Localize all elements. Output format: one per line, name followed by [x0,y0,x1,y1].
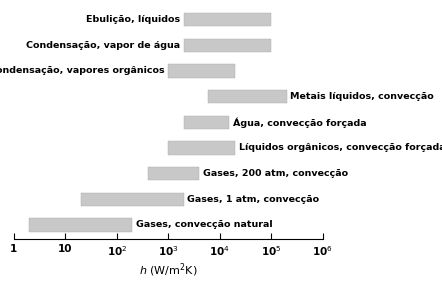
Bar [184,13,271,26]
Bar [30,218,132,232]
Bar [168,64,235,78]
Bar [184,39,271,52]
Text: Condensação, vapor de água: Condensação, vapor de água [26,41,180,50]
Text: Gases, convecção natural: Gases, convecção natural [136,220,273,229]
Text: Metais líquidos, convecção: Metais líquidos, convecção [290,92,434,101]
Text: Condensação, vapores orgânicos: Condensação, vapores orgânicos [0,66,165,76]
Text: Líquidos orgânicos, convecção forçada: Líquidos orgânicos, convecção forçada [239,143,442,152]
Bar [81,193,184,206]
Text: Gases, 1 atm, convecção: Gases, 1 atm, convecção [187,195,320,204]
Bar [168,141,235,154]
Text: Ebulição, líquidos: Ebulição, líquidos [86,15,180,24]
Bar [148,167,199,180]
Text: Gases, 200 atm, convecção: Gases, 200 atm, convecção [203,169,348,178]
Text: Água, convecção forçada: Água, convecção forçada [232,117,366,127]
Bar [184,116,229,129]
X-axis label: $\it{h}$ (W/m$^2$K): $\it{h}$ (W/m$^2$K) [139,262,198,280]
Bar [209,90,287,103]
